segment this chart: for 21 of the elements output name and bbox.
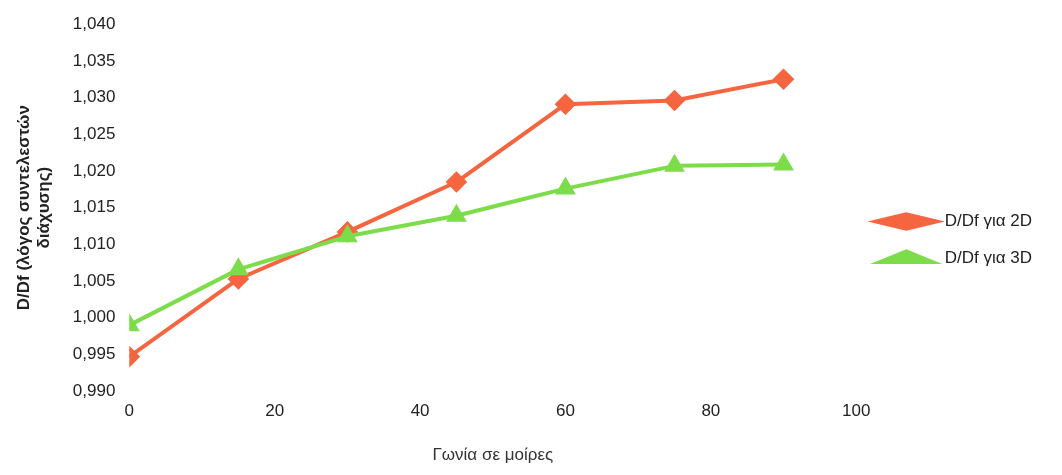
y-tick-label: 1,035: [72, 50, 116, 70]
legend-label: D/Df για 3D: [944, 248, 1033, 268]
y-tick-label: 1,030: [72, 87, 116, 107]
y-tick-label: 1,015: [72, 197, 116, 217]
y-tick-label: 0,995: [72, 344, 116, 364]
y-tick-label: 1,005: [72, 270, 116, 290]
x-axis-title: Γωνία σε μοίρες: [432, 445, 554, 465]
x-tick-label: 40: [410, 401, 430, 421]
x-tick-label: 20: [265, 401, 285, 421]
y-tick-label: 1,025: [72, 123, 116, 143]
x-tick-label: 80: [701, 401, 721, 421]
x-tick-label: 100: [842, 401, 871, 421]
y-tick-label: 1,010: [72, 234, 116, 254]
x-tick-label: 60: [556, 401, 575, 421]
y-tick-label: 0,990: [72, 380, 116, 400]
y-axis-title: D/Df (λόγος συντελεστών διάχυσης): [13, 105, 54, 311]
x-tick-label: 0: [124, 401, 135, 421]
y-tick-label: 1,020: [72, 160, 116, 180]
y-tick-label: 1,040: [72, 13, 116, 33]
y-tick-label: 1,000: [72, 307, 116, 327]
legend-label: D/Df για 2D: [944, 211, 1033, 231]
